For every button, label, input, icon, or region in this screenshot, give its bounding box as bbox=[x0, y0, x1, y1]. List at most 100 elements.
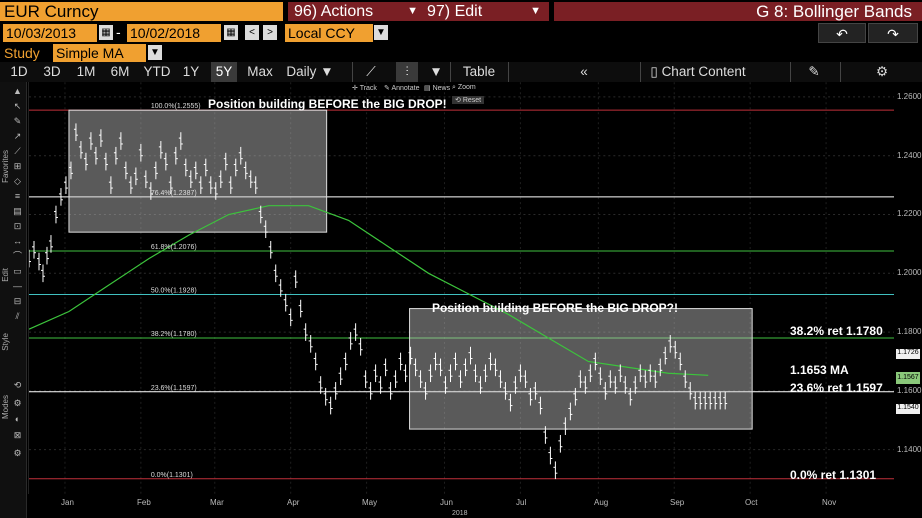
shape-icon[interactable]: ◇ bbox=[14, 176, 21, 186]
right-axis bbox=[894, 82, 922, 494]
study-select[interactable]: Simple MA bbox=[53, 44, 146, 62]
ret382-label: 38.2% ret 1.1780 bbox=[790, 324, 883, 338]
box1-title: Position building BEFORE the BIG DROP! bbox=[208, 97, 447, 111]
chevron-down-icon[interactable]: ▼ bbox=[374, 25, 388, 40]
grid-icon[interactable]: ⊞ bbox=[13, 161, 22, 171]
fib-label: 50.0%(1.1928) bbox=[151, 287, 197, 294]
mode-icon[interactable]: ◐ bbox=[14, 414, 21, 424]
annotate-tool[interactable]: ✎ Annotate bbox=[384, 85, 420, 92]
collapse-icon[interactable]: « bbox=[580, 64, 588, 79]
scroll-up-icon[interactable]: ▲ bbox=[13, 86, 22, 96]
range-1m[interactable]: 1M bbox=[76, 64, 96, 79]
range-5y[interactable]: 5Y bbox=[211, 62, 237, 82]
range-ytd[interactable]: YTD bbox=[143, 64, 171, 79]
y-tick-label: 1.1800 bbox=[897, 327, 922, 337]
square-icon[interactable]: ⊠ bbox=[13, 430, 22, 440]
calendar-icon[interactable]: ▦ bbox=[99, 25, 113, 40]
range-6m[interactable]: 6M bbox=[110, 64, 130, 79]
channel-icon[interactable]: ⊟ bbox=[13, 296, 22, 306]
x-tick-label: Oct bbox=[745, 498, 758, 507]
y-tick-label: 1.2600 bbox=[897, 91, 922, 101]
left-tool-strip bbox=[0, 82, 27, 518]
arrow-icon[interactable]: ↗ bbox=[13, 131, 22, 141]
cursor-icon[interactable]: ↖ bbox=[13, 101, 22, 111]
track-tool[interactable]: ✛ Track bbox=[352, 85, 377, 92]
actions-menu[interactable]: 96) Actions ▼ bbox=[288, 2, 426, 21]
style-label: Style bbox=[1, 333, 10, 351]
range-1d[interactable]: 1D bbox=[10, 64, 28, 79]
trendline-icon[interactable]: ⟋ bbox=[14, 146, 21, 156]
history-icon[interactable]: ⟲ bbox=[13, 380, 22, 390]
rect-icon[interactable]: ▭ bbox=[13, 266, 22, 276]
text-icon[interactable]: ▤ bbox=[13, 206, 22, 216]
fib-label: 100.0%(1.2555) bbox=[151, 103, 201, 110]
chevron-down-icon[interactable]: ▼ bbox=[148, 45, 162, 60]
chevron-down-icon: ▼ bbox=[407, 5, 418, 17]
currency-select[interactable]: Local CCY bbox=[285, 24, 373, 42]
bottom-gear-icon[interactable]: ⚙ bbox=[13, 448, 22, 458]
range-max[interactable]: Max bbox=[247, 64, 273, 79]
date-dash: - bbox=[116, 24, 121, 40]
ret236-label: 23.6% ret 1.1597 bbox=[790, 381, 883, 395]
fib-label: 23.6%(1.1597) bbox=[151, 385, 197, 392]
next-arrow-icon[interactable]: > bbox=[263, 25, 277, 40]
calendar-icon[interactable]: ▦ bbox=[224, 25, 238, 40]
start-date-input[interactable]: 10/03/2013 bbox=[3, 24, 97, 42]
y-tick-label: 1.1400 bbox=[897, 444, 922, 454]
news-tool[interactable]: ▤ News bbox=[424, 85, 451, 92]
study-label: Study bbox=[4, 45, 40, 61]
x-tick-label: Sep bbox=[670, 498, 685, 507]
x-tick-label: Jan bbox=[61, 498, 74, 507]
function-title: G 8: Bollinger Bands bbox=[554, 2, 922, 21]
box-1 bbox=[68, 109, 328, 233]
box2-title: Position building BEFORE the BIG DROP?! bbox=[432, 301, 678, 315]
chart-content-button[interactable]: ▯ Chart Content bbox=[650, 64, 746, 79]
hline-icon[interactable]: — bbox=[13, 281, 22, 291]
price-chart[interactable]: 100.0%(1.2555) 76.4%(1.2387) 61.8%(1.2076)… bbox=[28, 82, 894, 494]
range-1y[interactable]: 1Y bbox=[182, 64, 200, 79]
line-chart-icon[interactable]: ⟋ bbox=[366, 64, 376, 79]
chevron-down-icon: ▼ bbox=[530, 5, 541, 17]
y-tick-label: 1.2200 bbox=[897, 209, 922, 219]
settings-icon[interactable]: ⚙ bbox=[13, 398, 22, 408]
chevron-down-icon[interactable]: ▼ bbox=[429, 64, 443, 79]
fib-label: 0.0%(1.1301) bbox=[151, 472, 193, 479]
undo-button[interactable]: ↶ bbox=[818, 23, 866, 43]
fib-label: 61.8%(1.2076) bbox=[151, 244, 197, 251]
redo-button[interactable]: ↷ bbox=[868, 23, 918, 43]
box-icon[interactable]: ⊡ bbox=[13, 221, 22, 231]
x-tick-label: Feb bbox=[137, 498, 151, 507]
edit-side-label: Edit bbox=[1, 268, 10, 282]
actions-label: 96) Actions bbox=[294, 3, 374, 20]
box-2 bbox=[409, 308, 753, 430]
edit-menu[interactable]: 97) Edit ▼ bbox=[421, 2, 549, 21]
reset-button[interactable]: ⟲ Reset bbox=[452, 96, 485, 104]
end-date-input[interactable]: 10/02/2018 bbox=[127, 24, 221, 42]
zoom-tool[interactable]: ⌕ Zoom bbox=[452, 84, 476, 91]
x-tick-label: Jun bbox=[440, 498, 453, 507]
edit-pencil-icon[interactable]: ✎ bbox=[808, 64, 820, 79]
year-label: 2018 bbox=[452, 510, 468, 517]
fib-icon[interactable]: ≡ bbox=[14, 191, 21, 201]
y-tick-label: 1.2400 bbox=[897, 150, 922, 160]
modes-label: Modes bbox=[1, 395, 10, 420]
bar-chart-icon[interactable]: ⫶ bbox=[396, 62, 418, 82]
fib-label: 38.2%(1.1780) bbox=[151, 331, 197, 338]
favorites-label: Favorites bbox=[1, 150, 10, 183]
range-3d[interactable]: 3D bbox=[43, 64, 61, 79]
frequency-select[interactable]: Daily ▼ bbox=[286, 64, 334, 79]
ma-label: 1.1653 MA bbox=[790, 363, 849, 377]
x-tick-label: Apr bbox=[287, 498, 300, 507]
gear-icon[interactable]: ⚙ bbox=[875, 64, 889, 79]
current-price-badge: 1.1567 bbox=[896, 372, 920, 384]
prev-arrow-icon[interactable]: < bbox=[245, 25, 259, 40]
arc-icon[interactable]: ⌒ bbox=[12, 251, 22, 261]
draw-icon[interactable]: ✎ bbox=[13, 116, 22, 126]
measure-icon[interactable]: ↔ bbox=[13, 236, 22, 246]
pitchfork-icon[interactable]: ⫽ bbox=[15, 311, 20, 321]
low-price-badge: 1.1540 bbox=[896, 404, 920, 414]
table-button[interactable]: Table bbox=[462, 64, 496, 79]
ticker-field[interactable]: EUR Curncy bbox=[0, 2, 283, 21]
edit-label: 97) Edit bbox=[427, 3, 483, 20]
y-tick-label: 1.2000 bbox=[897, 268, 922, 278]
